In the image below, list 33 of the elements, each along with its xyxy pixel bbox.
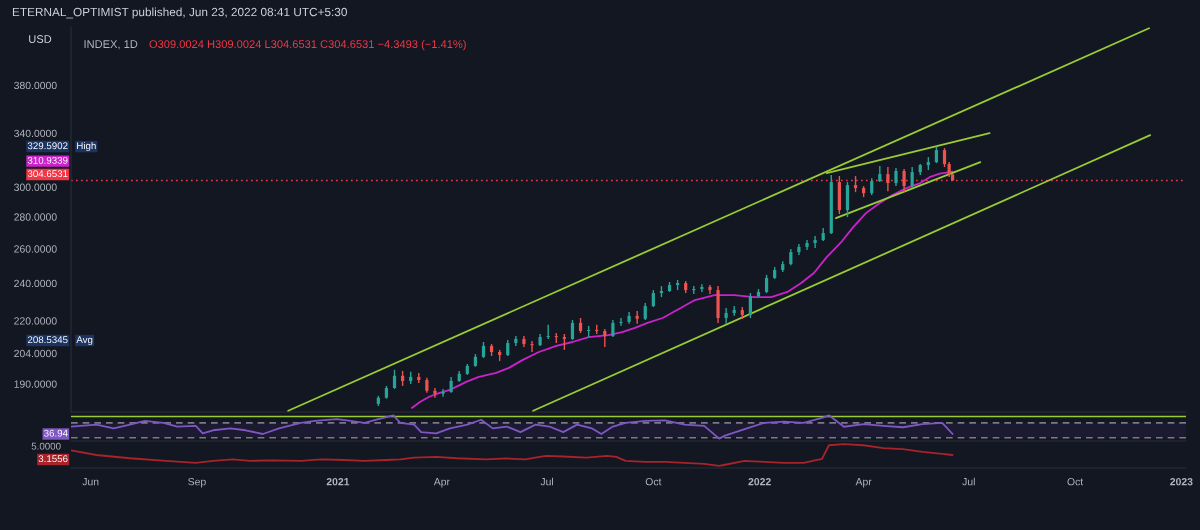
annotation: High [77, 142, 96, 152]
y-tick-label: 300.0000 [14, 183, 57, 191]
y-tick-label: 240.0000 [14, 279, 57, 288]
y-axis-title: USD [29, 35, 52, 43]
y-tick-label: 340.0000 [14, 129, 57, 138]
annotation: Avg [76, 336, 93, 346]
x-tick-label: 2021 [326, 478, 350, 486]
text: 310.9339 [27, 156, 68, 164]
text: 36.94 [44, 429, 68, 437]
text: O309.0024 H309.0024 L304.6531 C304.6531 −4.3493 (−1.41%) [149, 39, 466, 51]
x-tick-label: 2023 [1170, 478, 1193, 486]
ref-line-label: 304.6531 [27, 170, 68, 178]
text: 208.5345 [27, 336, 68, 344]
text: ETERNAL_OPTIMIST published, Jun 23, 2022 08:41 UTC+5:30 [12, 7, 347, 19]
text: 329.5902 [27, 142, 68, 150]
x-tick-label: 2022 [748, 478, 771, 486]
text: INDEX, 1D [84, 40, 138, 50]
y-tick-label: 260.0000 [14, 245, 57, 253]
y-tick-label: 280.0000 [14, 213, 57, 221]
x-tick-label: Oct [1067, 478, 1084, 486]
x-tick-label: Jul [962, 477, 975, 486]
x-tick-label: Apr [855, 478, 872, 488]
text: 3.1556 [38, 455, 68, 463]
y-tick-label: 380.0000 [14, 81, 57, 90]
x-tick-label: Jun [82, 478, 99, 486]
y-tick-label: 190.0000 [14, 380, 57, 388]
x-tick-label: Sep [188, 478, 206, 488]
y-tick-label: 204.0000 [14, 349, 57, 358]
x-tick-label: Oct [645, 478, 662, 486]
text: 5.0000 [31, 442, 61, 450]
x-tick-label: Jul [540, 477, 553, 486]
x-tick-label: Apr [433, 478, 450, 488]
y-tick-label: 220.0000 [14, 317, 57, 325]
